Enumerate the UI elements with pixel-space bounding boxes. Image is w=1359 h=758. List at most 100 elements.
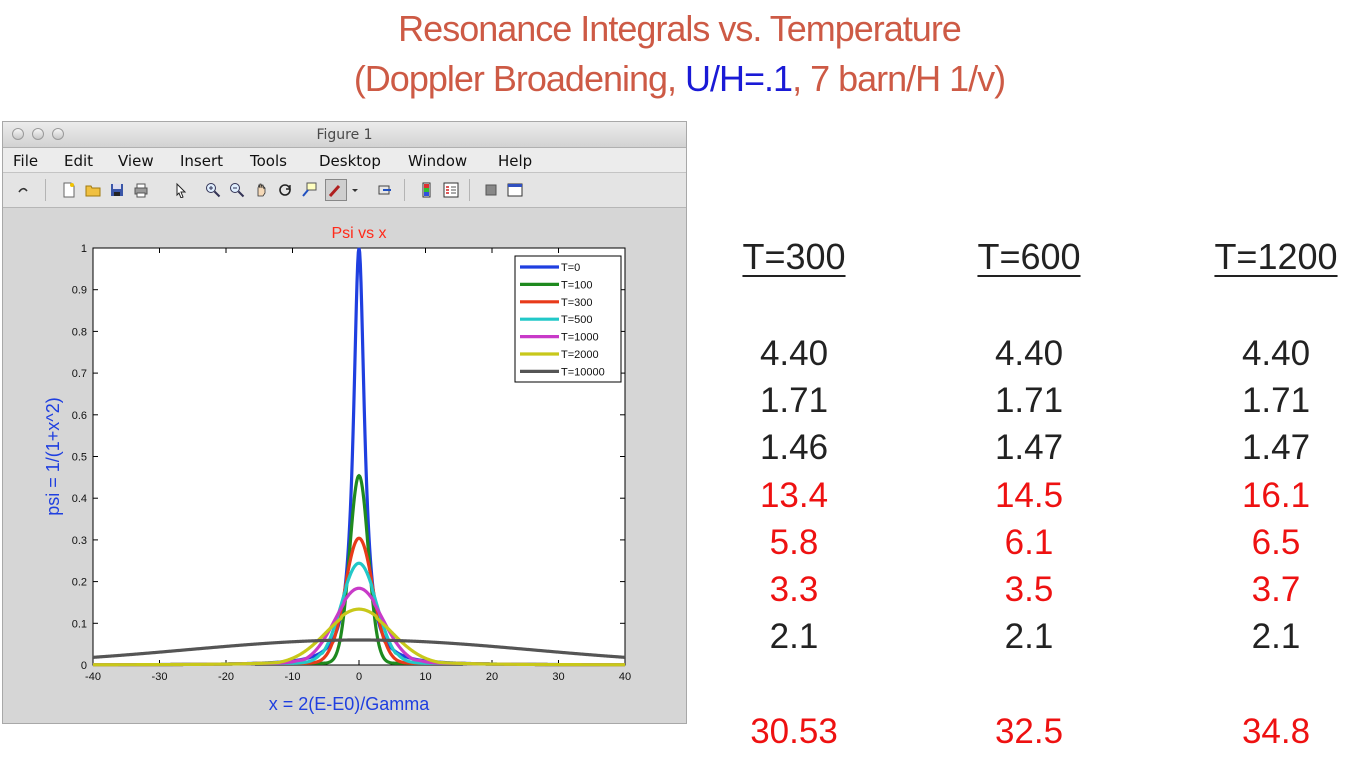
window-titlebar[interactable]: Figure 1 — [3, 122, 686, 148]
table-cell: 1.71 — [759, 381, 829, 420]
rotate-icon[interactable] — [277, 182, 293, 198]
menu-bar: File Edit View Insert Tools Desktop Window Help — [3, 148, 686, 173]
x-tick-label: -10 — [285, 671, 301, 683]
slide-title: Resonance Integrals vs. Temperature — [0, 8, 1359, 50]
table-header: T=300 — [742, 236, 846, 277]
show-plot-tools-icon[interactable] — [507, 182, 523, 198]
plot-area: -40 -30 -20 -10 0 10 20 30 40 0 0.1 0.2 0.3 0.4 0.5 0.6… — [3, 208, 686, 723]
link-plot-icon[interactable] — [377, 182, 393, 198]
subtitle-suffix: , 7 barn/H 1/v) — [792, 58, 1006, 99]
pointer-icon[interactable] — [173, 182, 189, 198]
table-cell: 4.40 — [759, 334, 829, 373]
dropdown-icon[interactable] — [351, 182, 359, 198]
y-tick-label: 0.1 — [72, 618, 87, 630]
y-tick-label: 0.3 — [72, 535, 87, 547]
figure-window: Figure 1 File Edit View Insert Tools Desktop W… — [2, 121, 687, 724]
menu-edit[interactable]: Edit — [64, 152, 94, 170]
legend-icon[interactable] — [443, 182, 459, 198]
x-tick-label: -40 — [85, 671, 101, 683]
table-cell: 5.8 — [769, 523, 819, 562]
table-cell: 6.1 — [1004, 523, 1054, 562]
legend-entry: T=500 — [561, 314, 593, 326]
new-figure-icon[interactable] — [61, 182, 77, 198]
y-tick-label: 0.9 — [72, 285, 87, 297]
slide-subtitle: (Doppler Broadening, U/H=.1, 7 barn/H 1/… — [0, 58, 1359, 100]
y-tick-label: 0.6 — [72, 410, 87, 422]
table-header: T=1200 — [1214, 236, 1338, 277]
table-total-cell: 32.5 — [994, 712, 1064, 751]
legend-entry: T=1000 — [561, 332, 599, 344]
y-tick-label: 0.7 — [72, 368, 87, 380]
x-tick-label: -30 — [152, 671, 168, 683]
zoom-in-icon[interactable] — [205, 182, 221, 198]
menu-desktop[interactable]: Desktop — [319, 152, 381, 170]
table-cell: 2.1 — [1251, 617, 1301, 656]
hide-plot-tools-icon[interactable] — [483, 182, 499, 198]
table-cell: 2.1 — [769, 617, 819, 656]
x-tick-label: 30 — [552, 671, 564, 683]
save-icon[interactable] — [109, 182, 125, 198]
table-cell: 16.1 — [1241, 476, 1311, 515]
colorbar-icon[interactable] — [419, 182, 435, 198]
subtitle-prefix: (Doppler Broadening, — [353, 58, 686, 99]
slide-title-line1: Resonance Integrals vs. Temperature — [398, 8, 962, 49]
x-tick-label: 20 — [486, 671, 498, 683]
table-cell: 3.5 — [1004, 570, 1054, 609]
table-cell: 2.1 — [1004, 617, 1054, 656]
x-axis-label: x = 2(E-E0)/Gamma — [269, 694, 431, 714]
series-line-t-2000 — [92, 607, 626, 667]
x-tick-label: 0 — [356, 671, 362, 683]
legend-entry: T=300 — [561, 297, 593, 309]
table-cell: 1.47 — [1241, 428, 1311, 467]
zoom-window-button[interactable] — [52, 128, 64, 140]
pan-icon[interactable] — [253, 182, 269, 198]
table-total-cell: 34.8 — [1241, 712, 1311, 751]
print-icon[interactable] — [133, 182, 149, 198]
table-total-cell: 30.53 — [750, 712, 838, 751]
menu-tools[interactable]: Tools — [250, 152, 287, 170]
window-title: Figure 1 — [316, 127, 373, 143]
y-tick-label: 0.2 — [72, 577, 87, 589]
x-tick-label: -20 — [218, 671, 234, 683]
table-cell: 1.71 — [1241, 381, 1311, 420]
table-cell: 3.3 — [769, 570, 819, 609]
legend-entry: T=10000 — [561, 366, 605, 378]
y-tick-label: 0.4 — [72, 493, 87, 505]
legend-entry: T=2000 — [561, 349, 599, 361]
table-cell: 13.4 — [759, 476, 829, 515]
table-cell: 1.71 — [994, 381, 1064, 420]
table-cell: 3.7 — [1251, 570, 1301, 609]
y-tick-label: 0 — [81, 660, 87, 672]
menu-view[interactable]: View — [118, 152, 154, 170]
legend-entry: T=0 — [561, 262, 580, 274]
legend-entry: T=100 — [561, 279, 593, 291]
table-header: T=600 — [977, 236, 1081, 277]
y-axis-label: psi = 1/(1+x^2) — [43, 397, 63, 516]
y-tick-label: 1 — [81, 243, 87, 255]
table-cell: 1.47 — [994, 428, 1064, 467]
zoom-out-icon[interactable] — [229, 182, 245, 198]
menu-help[interactable]: Help — [498, 152, 533, 170]
edit-plot-icon[interactable] — [15, 182, 31, 198]
minimize-window-button[interactable] — [32, 128, 44, 140]
table-cell: 14.5 — [994, 476, 1064, 515]
x-tick-label: 40 — [619, 671, 631, 683]
x-tick-label: 10 — [419, 671, 431, 683]
close-window-button[interactable] — [12, 128, 24, 140]
menu-insert[interactable]: Insert — [180, 152, 224, 170]
psi-chart[interactable]: -40 -30 -20 -10 0 10 20 30 40 0 0.1 0.2 0.3 0.4 0.5 0.6… — [3, 208, 686, 723]
table-cell: 6.5 — [1251, 523, 1301, 562]
y-tick-label: 0.5 — [72, 452, 87, 464]
figure-toolbar — [3, 173, 686, 208]
chart-title: Psi vs x — [331, 225, 386, 242]
data-cursor-icon[interactable] — [301, 182, 317, 198]
y-tick-label: 0.8 — [72, 326, 87, 338]
open-file-icon[interactable] — [85, 182, 101, 198]
menu-window[interactable]: Window — [408, 152, 468, 170]
brush-icon[interactable] — [325, 179, 347, 201]
menu-file[interactable]: File — [13, 152, 39, 170]
table-cell: 1.46 — [759, 428, 829, 467]
series-line-t-10000 — [92, 638, 626, 659]
table-cell: 4.40 — [1241, 334, 1311, 373]
table-cell: 4.40 — [994, 334, 1064, 373]
